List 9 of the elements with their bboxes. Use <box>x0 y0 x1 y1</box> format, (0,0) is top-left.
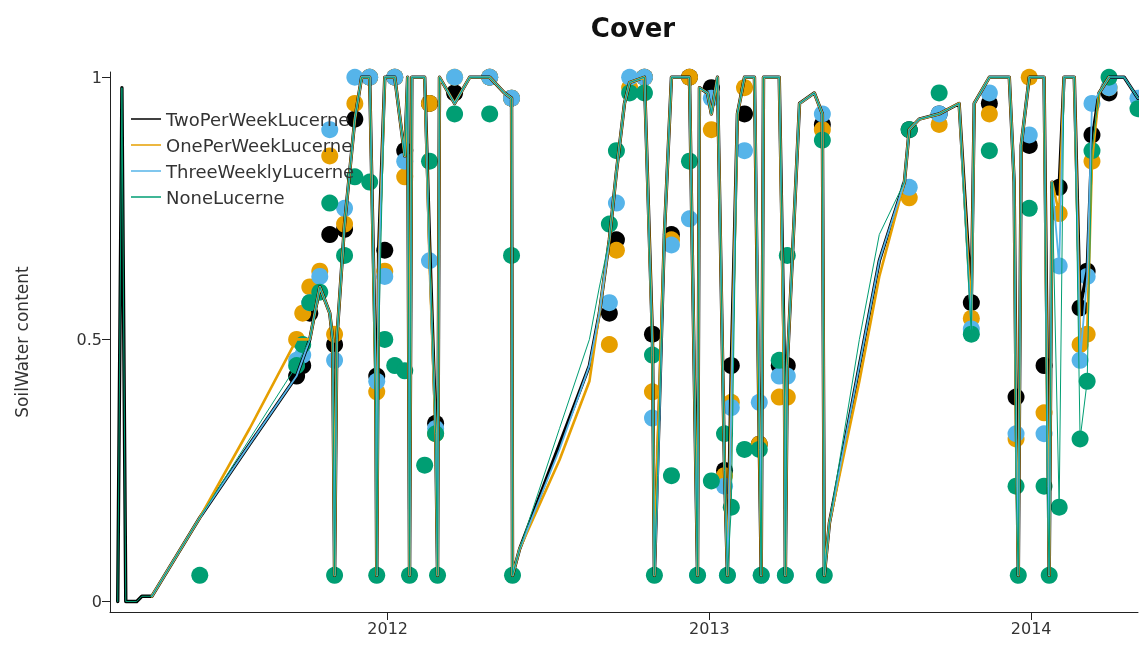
y-tick-label: 1 <box>91 67 102 87</box>
y-tick-label: 0.5 <box>76 329 102 349</box>
y-tick-label: 0 <box>91 592 102 612</box>
legend-label: NoneLucerne <box>166 186 285 208</box>
y-axis-title: SoilWater content <box>11 265 32 418</box>
x-tick-label: 2014 <box>1010 618 1052 638</box>
x-tick-label: 2012 <box>367 618 409 638</box>
x-tick-label: 2013 <box>689 618 730 638</box>
chart-title: Cover <box>590 13 676 43</box>
